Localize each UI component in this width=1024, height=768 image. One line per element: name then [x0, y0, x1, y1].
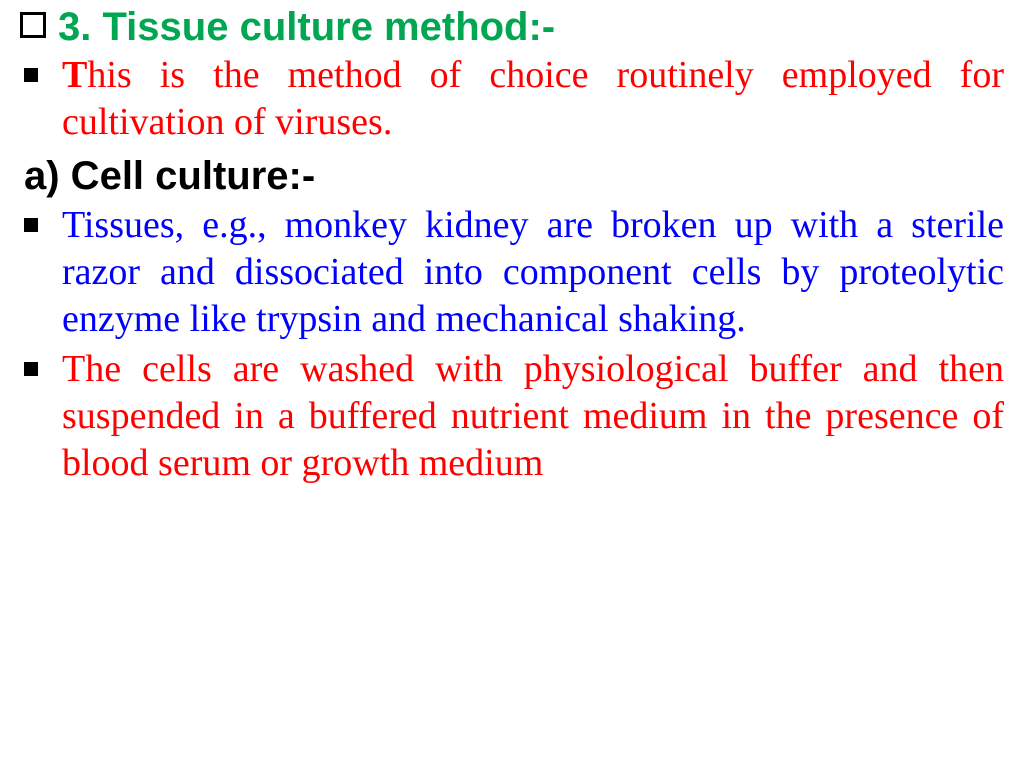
paragraph-row-1: This is the method of choice routinely e… — [20, 52, 1004, 146]
heading-row-1: 3. Tissue culture method:- — [20, 4, 1004, 50]
paragraph-cells-washed: The cells are washed with physiological … — [52, 346, 1004, 487]
paragraph-row-2: Tissues, e.g., monkey kidney are broken … — [20, 202, 1004, 343]
heading-tissue-culture: 3. Tissue culture method:- — [58, 4, 555, 50]
first-letter: T — [62, 54, 87, 96]
paragraph-choice-method: This is the method of choice routinely e… — [52, 52, 1004, 146]
heading-cell-culture: a) Cell culture:- — [24, 152, 1004, 200]
checkbox-bullet-icon — [20, 12, 46, 38]
square-bullet-icon — [24, 68, 38, 82]
paragraph-row-3: The cells are washed with physiological … — [20, 346, 1004, 487]
paragraph-tissues: Tissues, e.g., monkey kidney are broken … — [52, 202, 1004, 343]
square-bullet-icon — [24, 218, 38, 232]
para1-text: his is the method of choice routinely em… — [62, 54, 1004, 143]
square-bullet-icon — [24, 362, 38, 376]
